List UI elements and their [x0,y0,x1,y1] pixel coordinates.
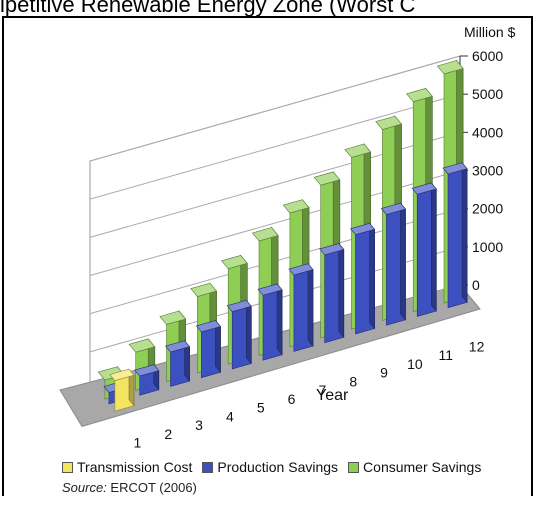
chart-title-strip: ipetitive Renewable Energy Zone (Worst C [0,0,544,22]
legend-swatch-transmission [62,461,73,473]
x-tick-label: 2 [164,426,172,442]
bar-production-savings-year-2 [134,363,160,396]
x-tick-label: 3 [195,417,203,433]
y-tick-label: 6000 [472,48,503,64]
bar-production-savings-year-10 [380,202,407,326]
x-tick-label: 5 [257,400,265,416]
legend-swatch-production [202,461,214,473]
x-tick-label: 4 [226,408,234,424]
legend-label-consumer: Consumer Savings [363,459,482,475]
legend-label-production: Production Savings [217,459,339,475]
bar-production-savings-year-4 [195,319,222,379]
gridline [89,55,461,162]
legend-item-production: Production Savings [202,459,338,475]
unit-label: Million $ [464,24,516,40]
source-label: Source: [62,480,107,495]
x-tick-label: 7 [319,382,327,398]
x-tick-label: 12 [469,338,485,354]
bar-production-savings-year-12 [442,161,468,309]
source-note: Source: ERCOT (2006) [62,480,197,495]
bar-production-savings-year-11 [411,182,437,317]
y-tick-label: 3000 [472,163,503,179]
x-tick-label: 9 [380,365,388,381]
chart-title-partial: ipetitive Renewable Energy Zone (Worst C [0,0,416,17]
x-tick-label: 6 [288,391,296,407]
legend-label-transmission: Transmission Cost [77,459,193,475]
y-tick-label: 1000 [472,239,503,255]
bar-production-savings-year-7 [288,262,314,352]
legend-swatch-consumer [348,461,360,473]
x-axis-label: Year [316,387,349,404]
source-text: ERCOT (2006) [106,480,197,495]
y-tick-label: 5000 [472,86,503,102]
x-tick-label: 1 [134,435,142,451]
x-tick-label: 11 [438,347,453,363]
gridline [89,93,461,200]
y-axis: 0 1000 2000 3000 4000 5000 6000 [459,48,503,293]
bars [97,59,468,412]
x-tick-label: 10 [407,356,423,372]
bar-production-savings-year-5 [226,299,252,370]
x-tick-label: 8 [349,373,357,389]
bar-transmission-cost-year-1 [109,368,135,412]
bar-production-savings-year-3 [164,339,191,387]
legend-item-consumer: Consumer Savings [348,459,481,475]
y-tick-label: 0 [472,277,480,293]
chart-frame [2,16,533,496]
bar-production-savings-year-9 [349,222,376,335]
bar-production-savings-year-8 [319,242,345,344]
legend-item-transmission: Transmission Cost [62,459,192,475]
y-tick-label: 2000 [472,201,503,217]
bar-production-savings-year-6 [257,283,283,361]
legend: Transmission Cost Production Savings Con… [62,458,491,476]
y-tick-label: 4000 [472,124,503,140]
